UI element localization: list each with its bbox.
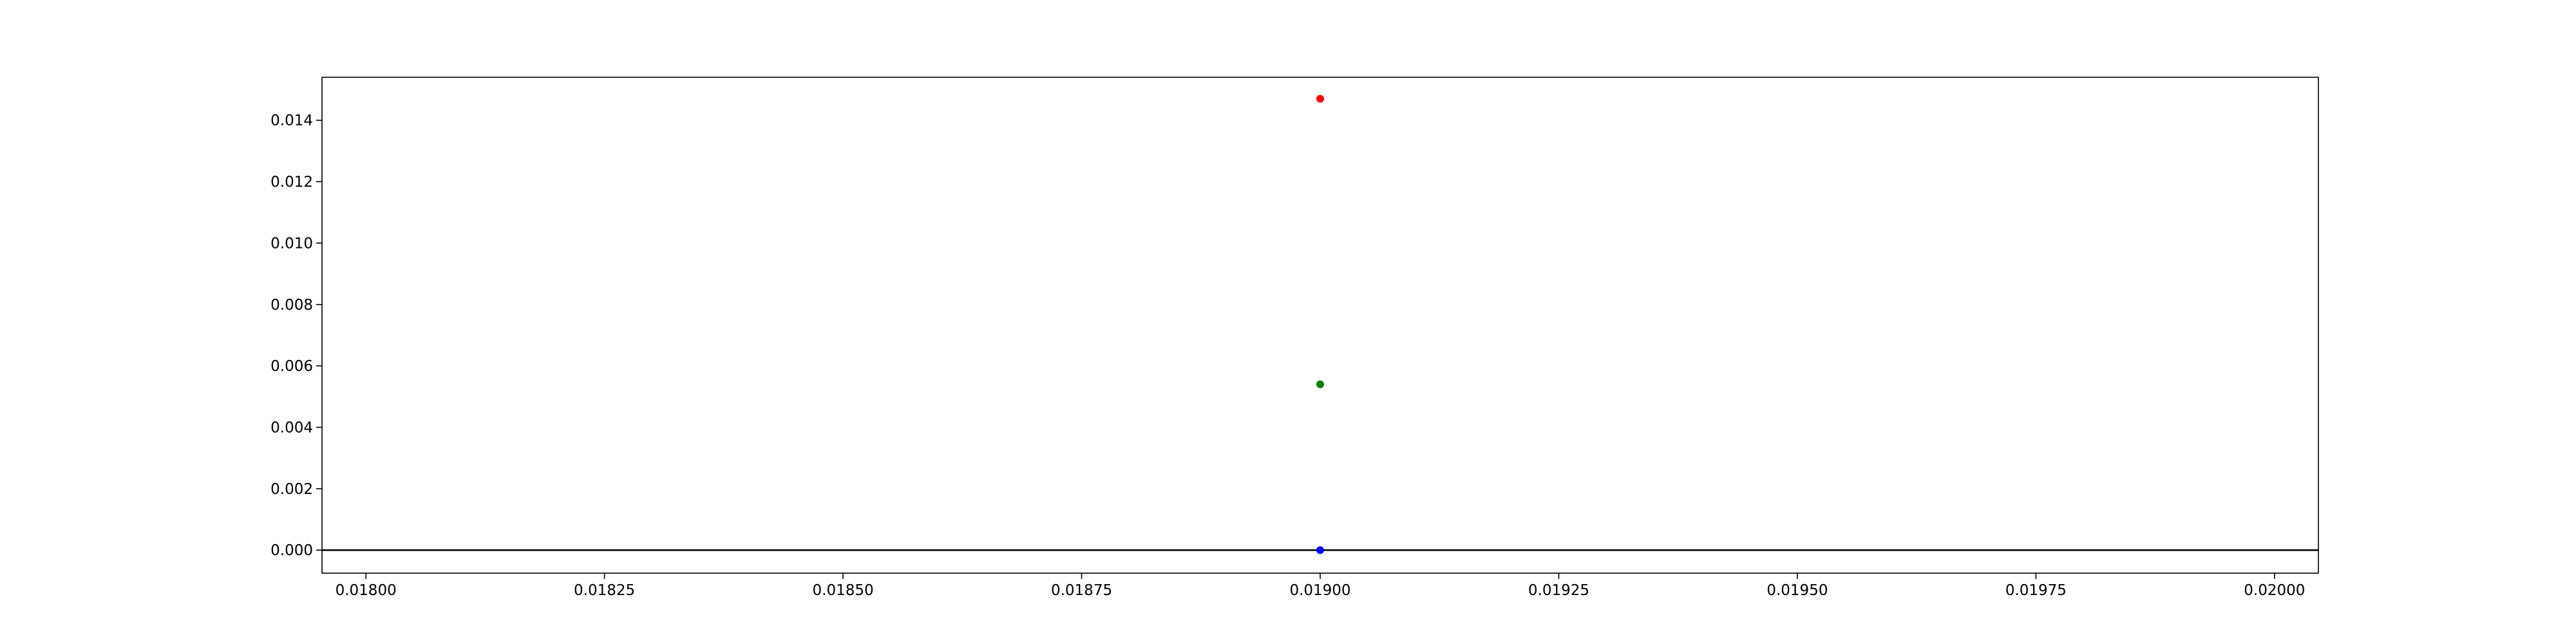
x-tick-label: 0.02000 [2244, 582, 2305, 599]
y-tick-label: 0.008 [270, 297, 313, 314]
x-tick-label: 0.01900 [1289, 582, 1350, 599]
x-tick-label: 0.01825 [574, 582, 635, 599]
x-axis: 0.01800 0.01825 0.01850 0.01875 0.01900 0.019… [336, 573, 2305, 599]
y-tick-label: 0.000 [270, 542, 313, 559]
data-point [1316, 95, 1324, 103]
y-tick-label: 0.012 [270, 174, 313, 191]
y-tick-label: 0.002 [270, 481, 313, 498]
y-tick-label: 0.006 [270, 358, 313, 375]
x-tick-label: 0.01800 [336, 582, 397, 599]
y-tick-label: 0.004 [270, 420, 313, 437]
plot-area [322, 77, 2318, 573]
data-point [1316, 546, 1324, 554]
x-tick-label: 0.01850 [813, 582, 874, 599]
data-points [1316, 95, 1324, 554]
y-tick-label: 0.010 [270, 235, 313, 252]
plot-frame [321, 77, 2319, 574]
y-tick-label: 0.014 [270, 113, 313, 129]
data-point [1316, 380, 1324, 388]
x-tick-label: 0.01950 [1766, 582, 1828, 599]
x-tick-label: 0.01875 [1051, 582, 1112, 599]
y-axis: 0.000 0.002 0.004 0.006 0.008 0.010 0.012 0.014 [270, 113, 322, 559]
x-tick-label: 0.01975 [2005, 582, 2067, 599]
x-tick-label: 0.01925 [1528, 582, 1589, 599]
